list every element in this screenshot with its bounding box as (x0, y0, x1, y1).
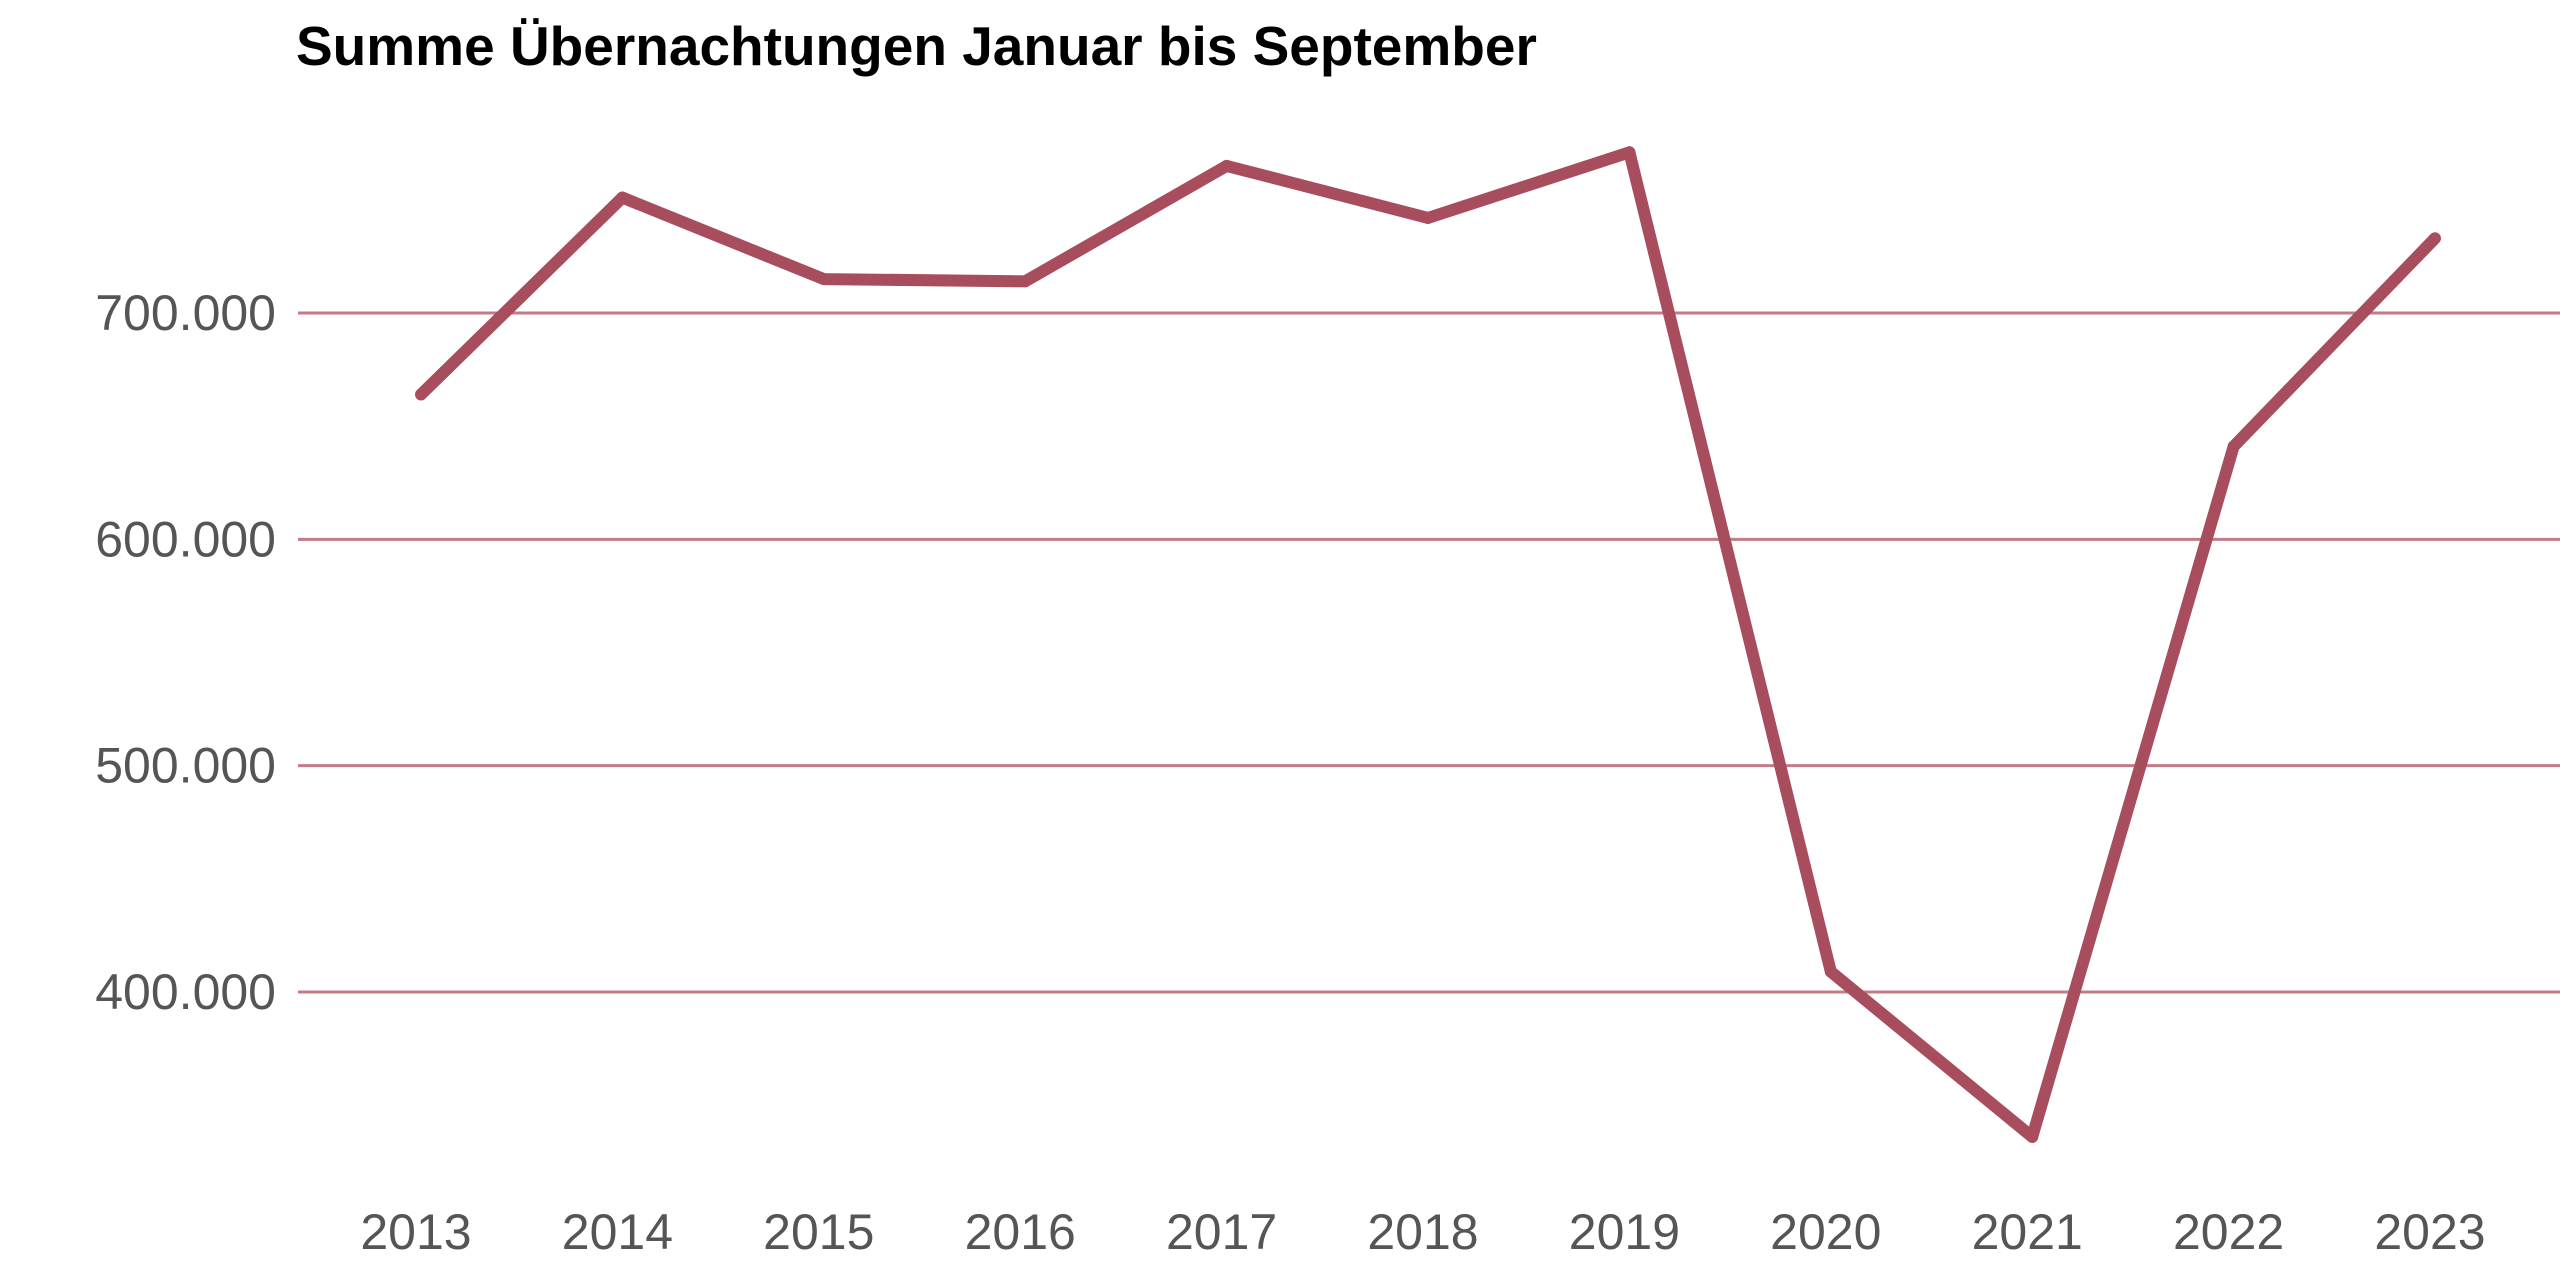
data-point-2023 (2429, 232, 2441, 245)
y-axis-tick-labels: 400.000 500.000 600.000 700.000 (95, 285, 276, 1020)
y-tick-label: 400.000 (95, 964, 276, 1020)
data-point-2016 (1019, 275, 1032, 288)
x-tick-label: 2023 (2374, 1204, 2485, 1260)
data-point-2022 (2227, 440, 2240, 453)
x-tick-label: 2017 (1166, 1204, 1277, 1260)
x-tick-label: 2021 (1972, 1204, 2083, 1260)
data-point-2018 (1422, 211, 1434, 224)
data-point-2013 (415, 388, 427, 401)
data-point-2021 (2026, 1130, 2039, 1143)
x-axis-tick-labels: 2013 2014 2015 2016 2017 2018 2019 2020 2021 2022… (360, 1204, 2485, 1260)
data-point-2019 (1623, 146, 1636, 159)
data-point-2020 (1824, 965, 1837, 978)
y-tick-label: 600.000 (95, 511, 276, 567)
x-tick-label: 2022 (2173, 1204, 2284, 1260)
series-line (416, 146, 2440, 1143)
x-tick-label: 2020 (1770, 1204, 1881, 1260)
series-lines (415, 146, 2441, 1143)
x-tick-label: 2015 (763, 1204, 874, 1260)
chart-title: Summe Übernachtungen Januar bis Septembe… (296, 15, 1537, 77)
x-tick-label: 2014 (562, 1204, 673, 1260)
x-tick-label: 2013 (360, 1204, 471, 1260)
data-point-2017 (1220, 159, 1233, 172)
data-point-2015 (817, 273, 830, 286)
x-tick-label: 2016 (965, 1204, 1076, 1260)
gridlines (298, 311, 2560, 994)
x-tick-label: 2018 (1367, 1204, 1478, 1260)
x-tick-label: 2019 (1569, 1204, 1680, 1260)
y-tick-label: 500.000 (95, 738, 276, 794)
data-point-2014 (616, 191, 629, 204)
y-tick-label: 700.000 (95, 285, 276, 341)
